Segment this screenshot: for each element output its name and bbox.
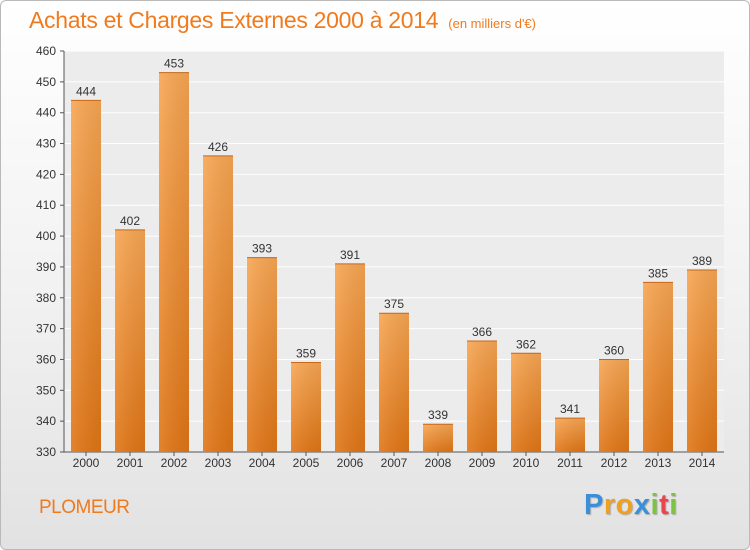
- commune-name: PLOMEUR: [39, 497, 130, 518]
- logo-letter: o: [615, 489, 634, 521]
- x-tick-label: 2004: [249, 456, 276, 470]
- logo-letter: P: [584, 489, 604, 521]
- y-tick-label: 460: [36, 44, 56, 58]
- y-tick-label: 440: [36, 106, 56, 120]
- bar-shade: [467, 340, 497, 452]
- bar-shade: [247, 257, 277, 452]
- data-label: 402: [120, 214, 140, 228]
- bar-shade: [379, 313, 409, 452]
- bar-shade: [599, 359, 629, 452]
- y-tick-label: 370: [36, 322, 56, 336]
- y-tick-label: 350: [36, 383, 56, 397]
- y-tick-label: 360: [36, 352, 56, 366]
- data-label: 389: [692, 254, 712, 268]
- data-label: 359: [296, 347, 316, 361]
- data-label: 385: [648, 266, 668, 280]
- bar-shade: [71, 100, 101, 452]
- x-tick-label: 2002: [161, 456, 188, 470]
- data-label: 426: [208, 140, 228, 154]
- y-tick-label: 400: [36, 229, 56, 243]
- data-label: 362: [516, 337, 536, 351]
- x-tick-label: 2003: [205, 456, 232, 470]
- bar-shade: [555, 418, 585, 452]
- logo-letter: i: [669, 489, 678, 521]
- data-label: 453: [164, 57, 184, 71]
- logo-letter: x: [633, 489, 651, 521]
- data-label: 339: [428, 408, 448, 422]
- y-tick-label: 340: [36, 414, 56, 428]
- y-tick-label: 390: [36, 260, 56, 274]
- data-label: 366: [472, 325, 492, 339]
- logo-letter: i: [650, 489, 660, 521]
- x-tick-label: 2012: [601, 456, 628, 470]
- bar-shade: [643, 282, 673, 452]
- chart-title-text: Achats et Charges Externes 2000 à 2014: [29, 7, 439, 33]
- x-tick-label: 2001: [117, 456, 144, 470]
- bar-shade: [159, 72, 189, 452]
- y-tick-label: 380: [36, 291, 56, 305]
- x-tick-label: 2006: [337, 456, 364, 470]
- data-label: 341: [560, 402, 580, 416]
- y-tick-label: 330: [36, 445, 56, 459]
- data-label: 375: [384, 297, 404, 311]
- x-tick-label: 2013: [645, 456, 672, 470]
- x-tick-label: 2008: [425, 456, 452, 470]
- x-tick-label: 2007: [381, 456, 408, 470]
- x-tick-label: 2000: [73, 456, 100, 470]
- logo-letter: r: [603, 489, 616, 521]
- bar-shade: [115, 229, 145, 452]
- chart-title: Achats et Charges Externes 2000 à 2014 (e…: [29, 7, 536, 34]
- x-tick-label: 2011: [557, 456, 583, 470]
- y-tick-label: 430: [36, 137, 56, 151]
- bar-shade: [423, 424, 453, 452]
- bar-shade: [291, 362, 321, 452]
- x-tick-label: 2005: [293, 456, 320, 470]
- data-label: 444: [76, 84, 96, 98]
- data-label: 393: [252, 242, 272, 256]
- y-tick-label: 420: [36, 167, 56, 181]
- y-tick-label: 450: [36, 75, 56, 89]
- bar-shade: [203, 155, 233, 452]
- logo-letter: t: [659, 489, 670, 521]
- bar-shade: [511, 353, 541, 452]
- chart-subtitle: (en milliers d'€): [448, 16, 536, 31]
- data-label: 360: [604, 343, 624, 357]
- x-tick-label: 2014: [689, 456, 716, 470]
- bar-shade: [335, 263, 365, 452]
- y-tick-label: 410: [36, 198, 56, 212]
- data-label: 391: [340, 248, 360, 262]
- proxiti-logo: Proxiti: [584, 489, 678, 522]
- x-tick-label: 2009: [469, 456, 496, 470]
- bar-shade: [687, 270, 717, 452]
- x-tick-label: 2010: [513, 456, 540, 470]
